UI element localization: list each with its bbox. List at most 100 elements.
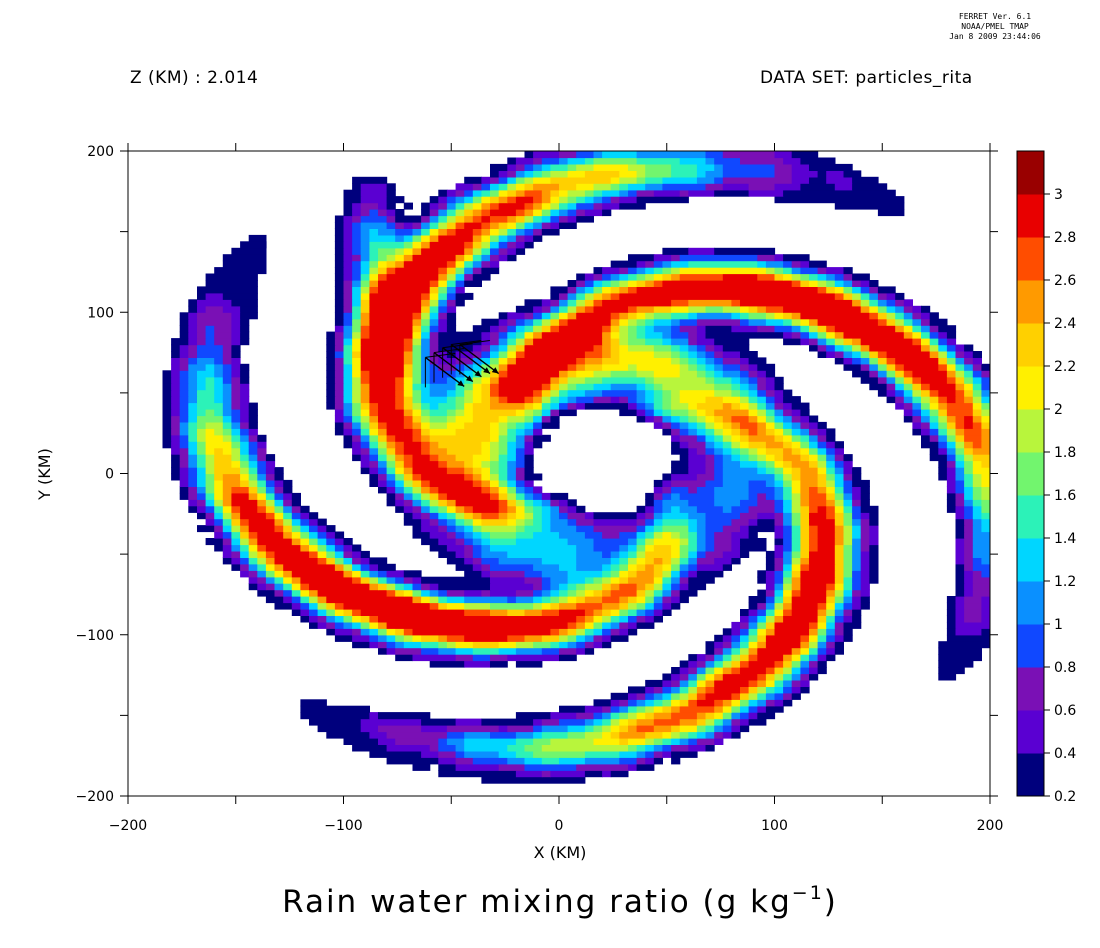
field-cell [421, 512, 431, 520]
field-cell [197, 292, 207, 300]
field-cell [696, 370, 707, 378]
field-cell [791, 654, 801, 662]
field-cell [938, 654, 982, 662]
field-cell [231, 402, 241, 410]
field-cell [326, 544, 336, 552]
field-cell [964, 479, 974, 487]
field-cell [490, 460, 500, 468]
field-cell [490, 660, 508, 668]
field-cell [490, 576, 526, 584]
field-cell [860, 570, 870, 578]
field-cell [240, 305, 258, 313]
field-cell [240, 428, 250, 436]
field-cell [576, 312, 612, 320]
field-cell [843, 634, 853, 642]
field-cell [705, 376, 715, 384]
field-cell [403, 570, 422, 578]
field-cell [360, 415, 370, 423]
field-cell [171, 454, 181, 462]
field-cell [533, 202, 543, 210]
field-cell [576, 647, 586, 655]
field-cell [584, 705, 603, 713]
field-cell [429, 544, 448, 552]
field-cell [981, 525, 990, 533]
field-cell [257, 441, 267, 449]
field-cell [955, 621, 990, 629]
field-cell [714, 441, 724, 449]
field-cell [757, 421, 767, 429]
field-cell [507, 757, 526, 765]
field-cell [438, 525, 448, 533]
field-cell [222, 505, 232, 513]
field-cell [412, 654, 457, 662]
field-cell [731, 376, 741, 384]
field-cell [671, 415, 681, 423]
field-cell [541, 583, 551, 591]
field-cell [653, 512, 663, 520]
field-cell [671, 712, 698, 720]
field-cell [412, 376, 422, 384]
field-cell [662, 738, 672, 745]
field-cell [921, 305, 931, 313]
field-cell [412, 576, 422, 584]
field-cell [593, 183, 612, 191]
field-cell [369, 415, 379, 423]
field-cell [834, 525, 844, 533]
field-cell [533, 486, 543, 494]
field-cell [179, 409, 189, 417]
field-cell [481, 441, 491, 449]
field-cell [464, 202, 474, 210]
field-cell [653, 273, 663, 281]
field-cell [412, 396, 422, 404]
field-cell [429, 744, 439, 752]
field-cell [352, 183, 362, 191]
field-cell [671, 163, 698, 171]
field-cell [369, 383, 396, 391]
field-cell [662, 273, 672, 281]
field-cell [662, 492, 672, 500]
field-cell [619, 583, 638, 591]
field-cell [369, 460, 379, 468]
field-cell [481, 550, 508, 558]
field-cell [559, 202, 569, 210]
field-cell [490, 209, 517, 217]
field-cell [395, 434, 413, 442]
field-cell [912, 331, 922, 339]
field-cell [567, 280, 577, 287]
field-cell [636, 363, 681, 371]
field-cell [688, 421, 698, 429]
field-cell [800, 583, 827, 591]
colorbar-label: 2.6 [1054, 273, 1076, 289]
field-cell [972, 557, 982, 565]
field-cell [809, 667, 819, 675]
field-cell [929, 434, 939, 442]
field-cell [369, 254, 379, 262]
field-cell [429, 589, 439, 597]
field-cell [972, 415, 982, 423]
field-cell [714, 428, 724, 436]
field-cell [800, 479, 819, 487]
field-cell [412, 531, 431, 539]
field-cell [343, 189, 362, 197]
field-cell [757, 705, 767, 713]
field-cell [567, 570, 603, 578]
field-cell [679, 731, 689, 739]
x-tick-label: −200 [109, 818, 147, 834]
field-cell [205, 338, 215, 346]
field-cell [490, 363, 500, 371]
field-cell [378, 563, 396, 571]
field-cell [981, 479, 990, 487]
field-cell [214, 492, 224, 500]
field-cell [524, 473, 543, 481]
field-cell [688, 338, 698, 346]
field-cell [800, 686, 810, 694]
field-cell [421, 634, 439, 642]
field-cell [429, 286, 439, 294]
field-cell [559, 596, 569, 604]
field-cell [490, 447, 500, 455]
field-cell [886, 312, 896, 320]
field-cell [179, 389, 189, 397]
field-cell [515, 731, 534, 739]
field-cell [498, 183, 508, 191]
field-cell [378, 486, 388, 494]
